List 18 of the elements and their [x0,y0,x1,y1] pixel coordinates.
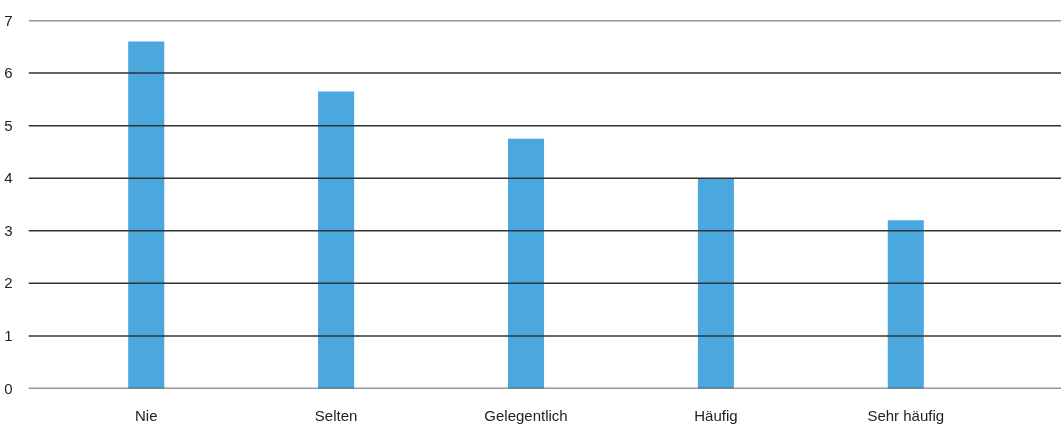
bar [697,178,734,389]
y-tick-label: 1 [4,326,13,344]
x-tick-label: Gelegentlich [484,406,568,424]
y-tick-label: 5 [4,116,13,134]
bar [507,138,545,389]
bar [887,220,924,389]
x-tick-label: Selten [314,406,358,424]
y-tick-label: 0 [4,379,13,397]
y-tick-label: 6 [4,64,13,82]
bar [128,41,165,389]
x-tick-label: Häufig [694,406,738,424]
y-tick-label: 4 [4,169,13,187]
bar [318,91,355,389]
y-tick-label: 7 [4,11,13,29]
y-tick-label: 2 [4,274,13,292]
x-tick-label: Nie [134,406,158,424]
y-tick-label: 3 [4,221,13,239]
x-tick-label: Sehr häufig [867,406,945,424]
